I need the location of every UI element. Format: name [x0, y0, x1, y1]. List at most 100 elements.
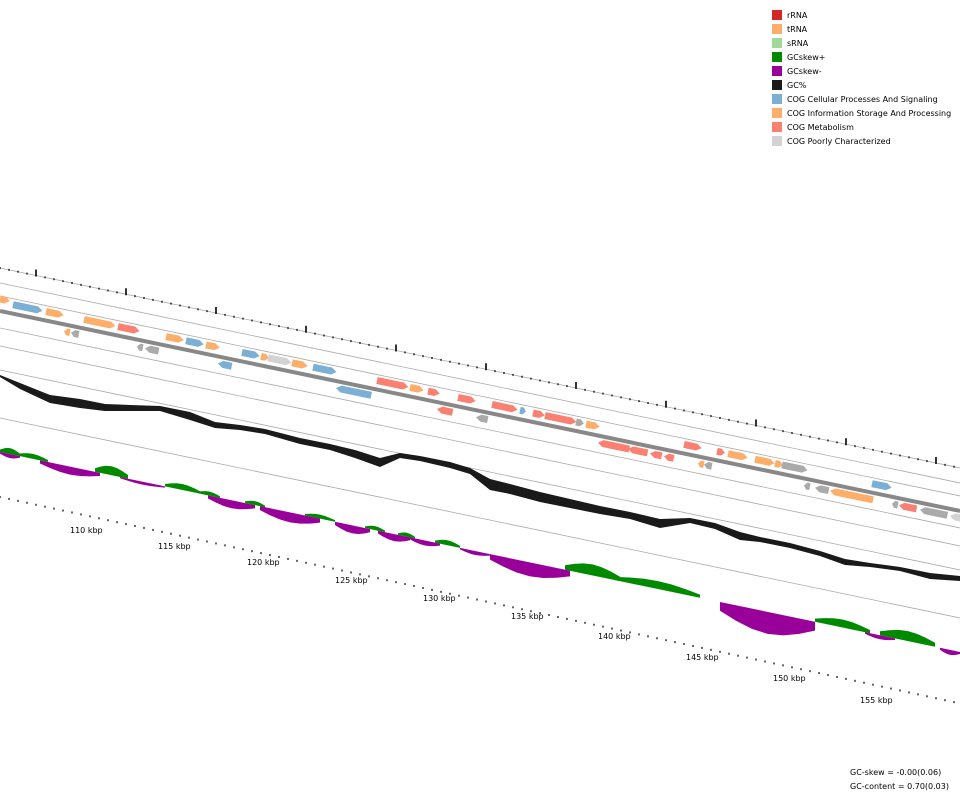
gc-skew-negative [40, 460, 100, 477]
legend-swatch [772, 80, 782, 90]
gene-features [0, 295, 960, 522]
gene-feature [427, 387, 440, 397]
gene-feature [544, 412, 577, 425]
gene-feature [260, 352, 269, 361]
scale-labels: 110 kbp 115 kbp 120 kbp 125 kbp 130 kbp 135 k… [70, 526, 893, 705]
gene-feature [628, 446, 649, 457]
legend-item-cog-cellular: COG Cellular Processes And Signaling [772, 92, 951, 106]
gene-feature [409, 383, 424, 393]
gene-feature [45, 308, 64, 318]
gene-feature [532, 409, 545, 418]
gene-feature [899, 502, 918, 513]
legend-item-srna: sRNA [772, 36, 951, 50]
gene-feature [704, 461, 713, 470]
legend-label: COG Poorly Characterized [787, 136, 891, 146]
gc-skew-negative [940, 647, 960, 656]
legend-swatch [772, 122, 782, 132]
gene-feature [815, 485, 830, 495]
legend-label: COG Metabolism [787, 122, 854, 132]
gc-skew-negative [120, 476, 165, 488]
gc-skew-positive [435, 539, 460, 548]
legend-swatch [772, 38, 782, 48]
gene-feature [312, 363, 337, 375]
gene-feature [727, 450, 748, 461]
gc-skew-track [0, 447, 960, 656]
gc-skew-negative [0, 452, 20, 459]
legend-item-gcskew-minus: GCskew- [772, 64, 951, 78]
outer-scale-ticks [0, 267, 955, 468]
scale-label: 120 kbp [247, 558, 280, 567]
track-guide-line [0, 327, 960, 529]
gc-skew-negative [335, 521, 370, 534]
inner-scale-ticks [0, 496, 955, 704]
gene-feature [830, 488, 874, 504]
gene-feature [683, 441, 702, 451]
gene-feature [12, 301, 43, 314]
gc-skew-positive [565, 563, 620, 582]
gene-feature [476, 414, 489, 424]
gc-skew-positive [815, 618, 870, 634]
legend-item-cog-metabolism: COG Metabolism [772, 120, 951, 134]
gc-content-stat: GC-content = 0.70(0.03) [850, 782, 949, 791]
gene-feature [920, 507, 949, 519]
legend-item-rrna: rRNA [772, 8, 951, 22]
gene-feature [185, 337, 204, 347]
genome-stats: GC-skew = -0.00(0.06) GC-content = 0.70(… [850, 766, 949, 794]
legend-label: sRNA [787, 38, 809, 48]
gene-feature [241, 348, 260, 359]
legend-label: tRNA [787, 24, 808, 34]
track-guide-lines [0, 267, 960, 619]
gene-feature [716, 447, 725, 456]
track-guide-line [0, 417, 960, 619]
backbone-line [0, 309, 960, 513]
gene-feature [491, 401, 518, 413]
gene-feature [145, 345, 160, 355]
gc-skew-positive [95, 465, 128, 479]
gene-feature [892, 500, 899, 509]
gc-skew-positive [365, 525, 385, 533]
scale-label: 115 kbp [158, 542, 191, 551]
gene-feature [774, 460, 783, 468]
track-guide-line [0, 369, 960, 571]
gene-feature [585, 420, 600, 430]
gene-feature [291, 359, 308, 369]
scale-label: 150 kbp [773, 674, 806, 683]
gene-feature [165, 333, 184, 343]
legend-swatch [772, 10, 782, 20]
gene-feature [754, 455, 775, 466]
legend-item-gcskew-plus: GCskew+ [772, 50, 951, 64]
gc-skew-positive [398, 532, 415, 539]
gc-content-track [0, 375, 960, 581]
scale-label: 130 kbp [423, 594, 456, 603]
gene-feature [64, 328, 71, 336]
gene-feature [698, 460, 705, 469]
gc-skew-positive [615, 576, 700, 598]
legend-item-cog-information: COG Information Storage And Processing [772, 106, 951, 120]
legend-label: GC% [787, 80, 807, 90]
legend-swatch [772, 94, 782, 104]
scale-label: 155 kbp [860, 696, 893, 705]
gene-feature [376, 377, 409, 390]
legend-item-cog-poorly: COG Poorly Characterized [772, 134, 951, 148]
gene-feature [0, 295, 10, 304]
legend: rRNA tRNA sRNA GCskew+ GCskew- GC% COG C… [772, 8, 951, 148]
gene-feature [804, 482, 811, 491]
gene-feature [117, 323, 140, 334]
legend-label: GCskew+ [787, 52, 826, 62]
gc-skew-negative [720, 601, 815, 636]
gene-feature [664, 453, 675, 462]
gene-feature [457, 393, 476, 404]
gc-skew-stat: GC-skew = -0.00(0.06) [850, 768, 942, 777]
gc-skew-negative [260, 506, 320, 524]
gene-feature [205, 341, 220, 351]
track-guide-line [0, 295, 960, 497]
gc-skew-negative [410, 537, 440, 547]
gc-skew-positive [165, 483, 200, 494]
gene-feature [575, 418, 584, 427]
scale-label: 135 kbp [511, 612, 544, 621]
gene-feature [336, 385, 372, 399]
legend-swatch [772, 108, 782, 118]
gc-skew-positive [305, 513, 335, 522]
track-guide-line [0, 345, 960, 547]
gc-skew-negative [378, 530, 410, 542]
